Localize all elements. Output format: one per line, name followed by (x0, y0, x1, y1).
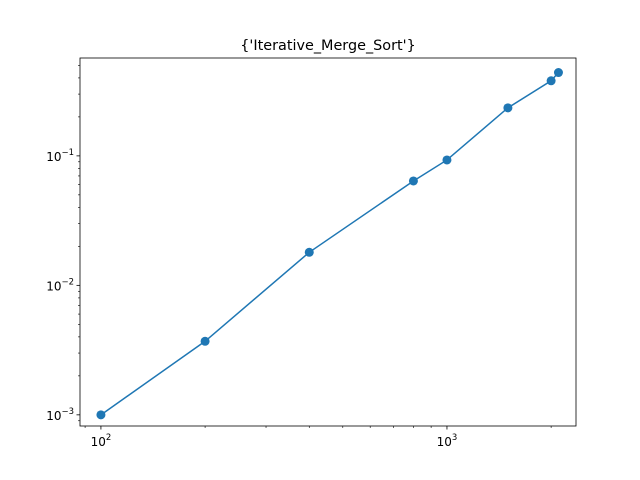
data-point (546, 76, 556, 86)
series-layer (96, 68, 563, 420)
major-ticks (76, 155, 448, 430)
chart-title: {'Iterative_Merge_Sort'} (240, 38, 416, 54)
data-point (553, 68, 563, 78)
data-point (200, 336, 210, 346)
plot-frame (79, 57, 577, 427)
series-line (100, 72, 560, 416)
data-point (304, 247, 314, 257)
data-point (442, 155, 452, 165)
data-point (408, 176, 418, 186)
data-point (96, 410, 106, 420)
data-point (503, 103, 513, 113)
